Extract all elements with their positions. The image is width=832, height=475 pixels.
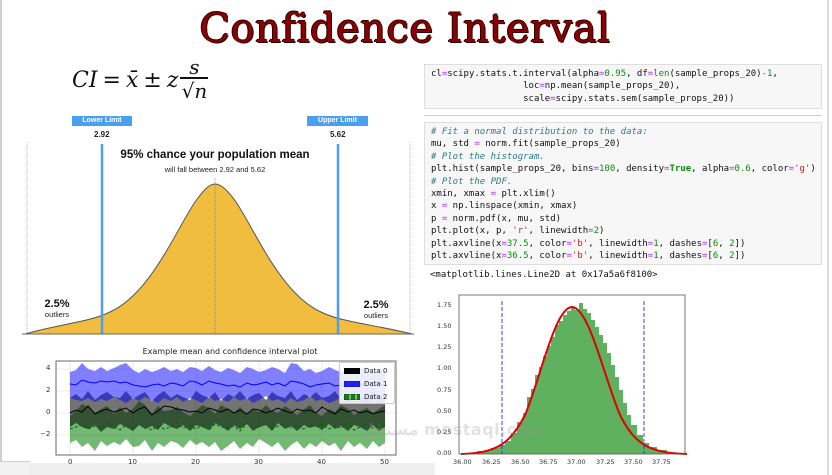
ci-plot-legend: Data 0 Data 1 Data 2 [339,362,395,404]
right-scroll-edge [827,0,829,475]
upper-limit-badge: Upper Limit [307,116,368,126]
code-comment: # Fit a normal distribution to the data: [431,127,648,137]
code-comment: # Plot the PDF. [431,176,513,187]
hist-ytick-150: 1.50 [437,322,452,330]
code-cell-histogram[interactable]: # Fit a normal distribution to the data:… [424,122,822,265]
code-cell-interval[interactable]: cl=scipy.stats.t.interval(alpha=0.95, df… [424,64,822,109]
cell-output-text: <matplotlib.lines.Line2D at 0x17a5a6f810… [430,270,658,280]
mean-ci-plot-title: Example mean and confidence interval plo… [142,347,318,356]
cell-separator [424,115,822,116]
right-tail-label: outliers [363,311,389,320]
hist-xtick-3725: 37.25 [596,458,615,466]
left-tail-percent: 2.5% [44,298,70,310]
legend-item-data2: Data 2 [344,392,387,402]
legend-swatch-black [344,368,360,374]
watermark: مستقل mostaql.com [360,420,546,439]
hist-ytick-125: 1.25 [437,343,452,351]
bell-headline: 95% chance your population mean [120,149,310,161]
code-line: cl=scipy.stats.t.interval(alpha=0.95, df… [431,69,778,79]
right-tail-percent: 2.5% [363,299,389,311]
ci-xtick-10: 10 [128,458,137,466]
legend-item-data1: Data 1 [344,379,387,389]
ci-ytick-neg2: −2 [40,430,51,438]
hist-xtick-3775: 37.75 [652,458,671,466]
bell-curve-graphic [22,142,414,335]
ci-xtick-40: 40 [317,458,326,466]
code-line: mu, std = norm.fit(sample_props_20) [431,139,621,150]
bottom-frame-corner [0,461,30,475]
lower-limit-value: 2.92 [94,130,110,139]
formula-z: z [166,67,179,93]
hist-xtick-3750: 37.50 [624,458,643,466]
hist-ytick-100: 1.00 [437,364,452,372]
hist-ytick-025: 0.25 [437,428,452,436]
ci-ytick-0: 0 [46,408,51,416]
ci-xtick-20: 20 [191,458,200,466]
code-line: xmin, xmax = plt.xlim() [431,188,556,199]
mean-ci-plot-area [55,360,397,456]
lower-limit-badge: Lower Limit [72,116,132,126]
hist-ytick-050: 0.50 [437,407,452,415]
hist-ytick-075: 0.75 [437,386,452,394]
formula-plusminus: ± [143,67,162,93]
mean-ci-plot: Example mean and confidence interval plo… [20,343,420,473]
ci-ytick-4: 4 [46,364,51,372]
left-tail-label: outliers [44,310,70,319]
formula-xbar: x̄ [125,67,139,93]
code-line: loc=np.mean(sample_props_20), [431,81,681,92]
formula-numerator: s [189,55,200,80]
code-comment: # Plot the histogram. [431,151,545,162]
legend-item-data0: Data 0 [344,366,387,376]
legend-label: Data 1 [364,380,388,388]
ci-xtick-50: 50 [380,458,389,466]
ci-ytick-2: 2 [46,386,51,394]
legend-label: Data 0 [364,367,388,375]
formula-equals: = [102,67,121,93]
histogram-plot-area [458,294,688,455]
ci-xtick-30: 30 [254,458,263,466]
hist-ytick-000: 0.00 [437,449,452,457]
code-line: plt.axvline(x=37.5, color='b', linewidth… [431,238,746,249]
bell-subline: will fall between 2.92 and 5.62 [164,165,266,174]
code-line: x = np.linspace(xmin, xmax) [431,201,578,212]
code-line: plt.hist(sample_props_20, bins=100, dens… [431,164,816,175]
hist-xtick-3600: 36.00 [453,458,472,466]
legend-swatch-green-dashed [344,394,360,400]
formula-fraction: s √n [180,55,209,103]
hist-xtick-3700: 37.00 [567,458,586,466]
bottom-strip [30,463,435,475]
histogram-plot: 1.75 1.50 1.25 1.00 0.75 0.50 0.25 0.00 … [425,285,705,475]
upper-limit-value: 5.62 [330,130,346,139]
formula-denominator: √n [181,78,208,103]
bell-curve-illustration: Lower Limit 2.92 Upper Limit 5.62 95% ch… [0,112,420,342]
hist-xtick-3650: 36.50 [511,458,530,466]
code-line: plt.plot(x, p, 'r', linewidth=2) [431,226,605,237]
legend-swatch-blue [344,381,360,387]
ci-formula: CI = x̄ ± z s √n [72,54,209,106]
hist-xtick-3675: 36.75 [539,458,558,466]
formula-lhs: CI [72,67,98,93]
code-line: scale=scipy.stats.sem(sample_props_20)) [431,93,735,104]
legend-label: Data 2 [364,393,388,401]
code-line: p = norm.pdf(x, mu, std) [431,213,562,224]
fraction-bar [180,77,209,79]
page-title: Confidence Interval [199,6,611,52]
ci-xtick-0: 0 [68,458,73,466]
left-frame-border [0,0,2,462]
code-line: plt.axvline(x=36.5, color='b', linewidth… [431,250,746,261]
hist-ytick-175: 1.75 [437,301,452,309]
hist-xtick-3625: 36.25 [482,458,501,466]
